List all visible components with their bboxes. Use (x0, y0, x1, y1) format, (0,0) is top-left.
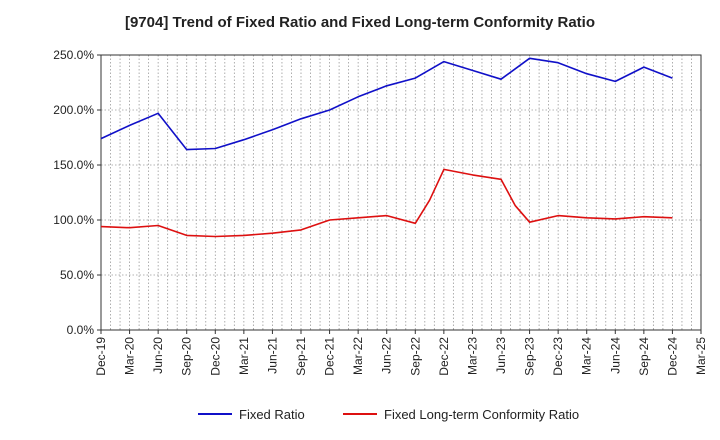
series-line (100, 57, 673, 151)
x-tick-label: Mar-23 (465, 337, 479, 375)
y-tick-label: 150.0% (53, 158, 94, 172)
plot-frame (100, 54, 702, 331)
x-tick-label: Sep-22 (408, 337, 422, 376)
y-tick-label: 0.0% (67, 323, 95, 337)
x-tick-label: Jun-20 (151, 337, 165, 374)
x-tick-label: Jun-21 (265, 337, 279, 374)
x-tick-label: Sep-24 (637, 337, 651, 376)
x-tick-label: Sep-20 (180, 337, 194, 376)
x-tick-label: Mar-20 (123, 337, 137, 375)
legend-label: Fixed Ratio (239, 407, 305, 422)
x-tick-label: Dec-23 (551, 337, 565, 376)
y-tick-label: 200.0% (53, 103, 94, 117)
x-tick-label: Jun-23 (494, 337, 508, 374)
x-tick-label: Mar-21 (237, 337, 251, 375)
series-line (100, 168, 673, 238)
y-tick-label: 100.0% (53, 213, 94, 227)
x-tick-label: Mar-25 (694, 337, 708, 375)
x-tick-label: Mar-22 (351, 337, 365, 375)
x-tick-label: Dec-20 (208, 337, 222, 376)
x-tick-label: Mar-24 (580, 337, 594, 375)
x-tick-label: Jun-22 (380, 337, 394, 374)
y-tick-label: 250.0% (53, 48, 94, 62)
legend-label: Fixed Long-term Conformity Ratio (384, 407, 579, 422)
x-tick-label: Jun-24 (608, 337, 622, 374)
y-tick-label: 50.0% (60, 268, 94, 282)
x-tick-label: Dec-24 (665, 337, 679, 376)
x-tick-label: Dec-19 (94, 337, 108, 376)
x-tick-label: Sep-23 (523, 337, 537, 376)
x-tick-label: Sep-21 (294, 337, 308, 376)
x-tick-label: Dec-22 (437, 337, 451, 376)
x-tick-label: Dec-21 (323, 337, 337, 376)
chart-title: [9704] Trend of Fixed Ratio and Fixed Lo… (124, 14, 596, 31)
